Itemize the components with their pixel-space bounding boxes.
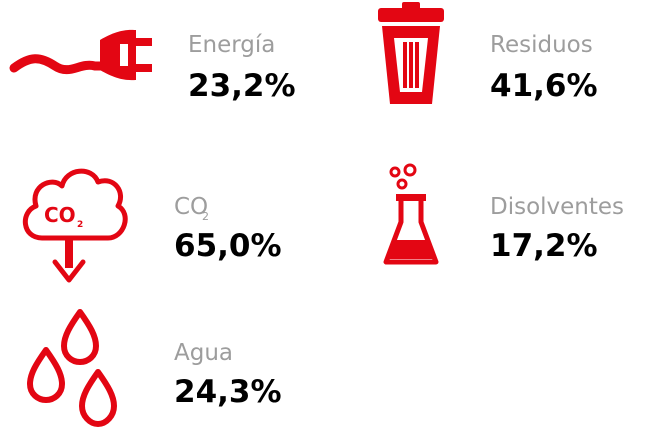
item-value: 24,3% — [174, 374, 282, 410]
item-label: CO — [174, 194, 208, 220]
plug-icon — [9, 29, 152, 81]
item-label: Agua — [174, 340, 233, 366]
item-label: Residuos — [490, 32, 593, 58]
item-label-sub: 2 — [202, 210, 209, 223]
trash-icon — [378, 2, 444, 104]
icon-text-sub: 2 — [77, 220, 83, 230]
item-value: 65,0% — [174, 228, 282, 264]
item-value: 17,2% — [490, 228, 598, 264]
flask-icon — [383, 163, 439, 265]
item-value: 41,6% — [490, 68, 598, 104]
drops-icon — [27, 309, 117, 427]
icon-text: CO — [44, 203, 76, 227]
item-value: 23,2% — [188, 68, 296, 104]
item-label: Disolventes — [490, 194, 624, 220]
item-label: Energía — [188, 32, 275, 58]
cloud-icon: CO 2 — [23, 168, 128, 283]
